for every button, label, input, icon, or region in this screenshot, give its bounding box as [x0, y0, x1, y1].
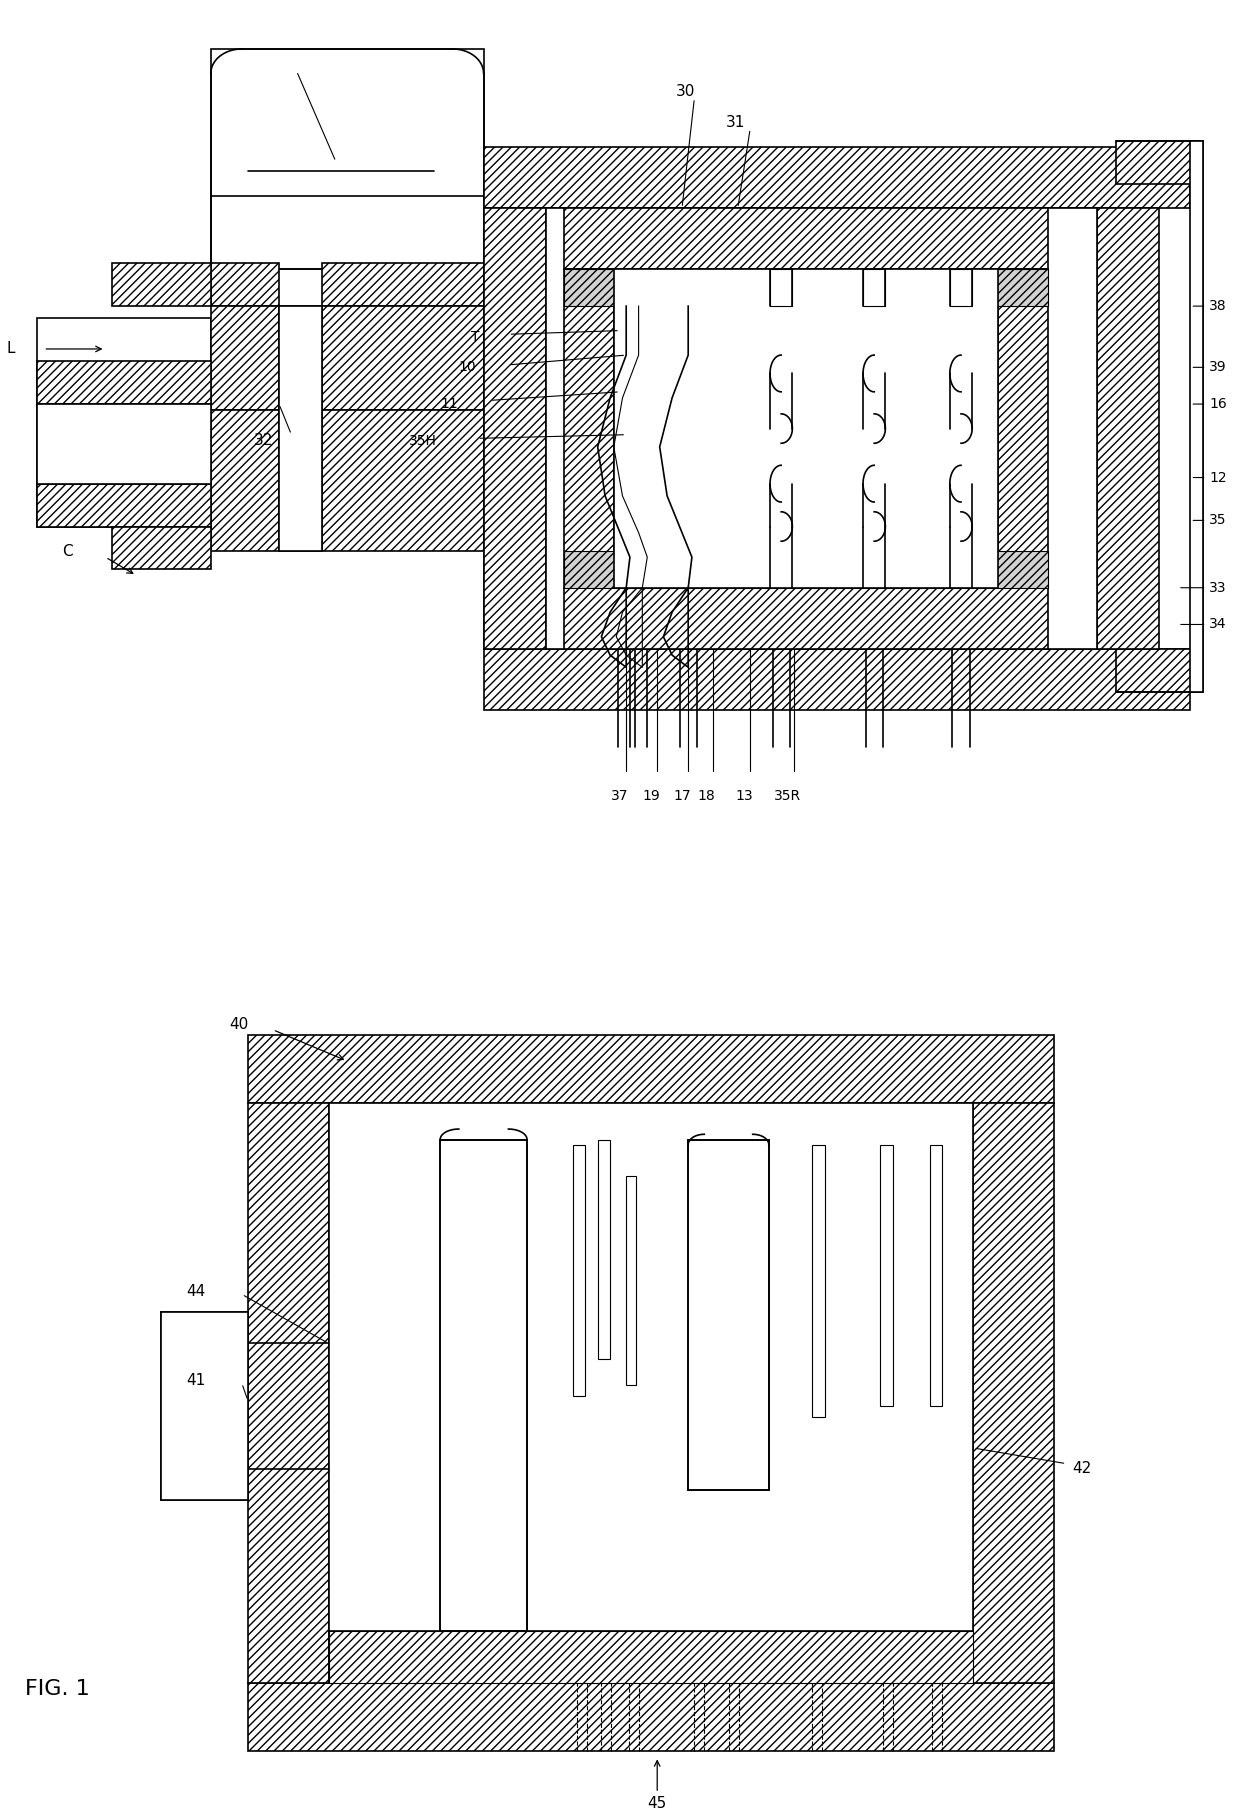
- Bar: [573, 1145, 585, 1395]
- Text: 44: 44: [186, 1284, 206, 1299]
- Bar: [880, 1145, 893, 1406]
- Bar: [930, 1145, 942, 1406]
- Text: 35H: 35H: [409, 434, 436, 448]
- Text: 31: 31: [725, 114, 745, 131]
- Text: 45: 45: [647, 1796, 667, 1810]
- Text: 37: 37: [611, 789, 629, 804]
- Bar: [484, 209, 546, 454]
- Bar: [812, 1145, 825, 1417]
- Text: 13: 13: [735, 789, 753, 804]
- Bar: [248, 1683, 1054, 1751]
- Bar: [329, 1103, 973, 1683]
- Text: 10: 10: [459, 361, 476, 374]
- Bar: [950, 268, 972, 307]
- Bar: [161, 1312, 248, 1500]
- Text: 19: 19: [642, 789, 660, 804]
- Bar: [688, 1139, 769, 1489]
- Text: FIG. 1: FIG. 1: [25, 1678, 89, 1698]
- Text: 35: 35: [1209, 513, 1226, 528]
- Text: 40: 40: [229, 1018, 249, 1032]
- Bar: [1116, 649, 1197, 691]
- Bar: [1116, 141, 1197, 183]
- Bar: [973, 1103, 1054, 1683]
- Bar: [248, 1036, 1054, 1103]
- Bar: [211, 410, 279, 551]
- Bar: [37, 319, 211, 526]
- Bar: [614, 268, 998, 588]
- Bar: [770, 268, 792, 307]
- Text: T: T: [471, 330, 480, 343]
- Text: 11: 11: [440, 397, 458, 412]
- Bar: [211, 263, 279, 307]
- Text: 12: 12: [1209, 470, 1226, 484]
- Bar: [546, 209, 1097, 649]
- Text: 17: 17: [673, 789, 691, 804]
- Bar: [440, 1139, 527, 1631]
- Bar: [322, 307, 484, 410]
- Bar: [279, 307, 322, 551]
- Bar: [322, 410, 484, 551]
- Bar: [863, 268, 885, 307]
- Bar: [112, 526, 211, 570]
- Text: 34: 34: [1209, 617, 1226, 631]
- Text: 41: 41: [186, 1373, 206, 1388]
- Bar: [998, 268, 1048, 588]
- Bar: [484, 209, 546, 649]
- Text: 16: 16: [1209, 397, 1226, 412]
- Text: 18: 18: [698, 789, 715, 804]
- Bar: [564, 209, 1048, 268]
- Bar: [484, 209, 546, 649]
- Bar: [112, 263, 211, 307]
- Bar: [248, 1103, 329, 1683]
- Bar: [37, 361, 211, 405]
- Bar: [564, 268, 1048, 307]
- Text: 33: 33: [1209, 580, 1226, 595]
- Text: 39: 39: [1209, 361, 1226, 374]
- Bar: [211, 307, 279, 410]
- Text: 35R: 35R: [774, 789, 801, 804]
- Bar: [211, 49, 484, 268]
- Text: 32: 32: [254, 434, 274, 448]
- Bar: [564, 268, 614, 588]
- Bar: [1097, 209, 1159, 649]
- Text: C: C: [62, 544, 73, 559]
- Bar: [37, 405, 211, 484]
- Bar: [626, 1175, 636, 1386]
- Text: 30: 30: [676, 83, 696, 100]
- Bar: [329, 1631, 973, 1683]
- Text: 38: 38: [1209, 299, 1226, 314]
- Bar: [598, 1139, 610, 1359]
- Bar: [564, 551, 1048, 588]
- Text: 42: 42: [1073, 1462, 1092, 1477]
- Bar: [484, 147, 1190, 209]
- Bar: [484, 649, 1190, 709]
- Bar: [564, 588, 1048, 649]
- Bar: [37, 484, 211, 526]
- Bar: [1190, 141, 1203, 691]
- Bar: [322, 263, 484, 307]
- Text: L: L: [6, 341, 15, 357]
